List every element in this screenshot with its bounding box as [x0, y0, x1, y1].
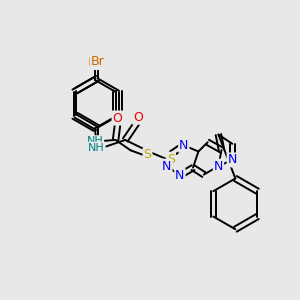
Text: N: N	[175, 169, 184, 182]
Text: O: O	[133, 111, 143, 124]
Text: Br: Br	[88, 56, 102, 69]
Text: NH: NH	[88, 143, 105, 153]
Text: S: S	[167, 153, 175, 166]
Text: NH: NH	[86, 136, 103, 146]
Text: Br: Br	[91, 55, 104, 68]
Text: N: N	[214, 160, 223, 172]
Text: N: N	[162, 160, 172, 172]
Text: N: N	[228, 154, 237, 166]
Text: S: S	[143, 148, 152, 161]
Text: O: O	[112, 112, 122, 124]
Text: N: N	[179, 139, 188, 152]
